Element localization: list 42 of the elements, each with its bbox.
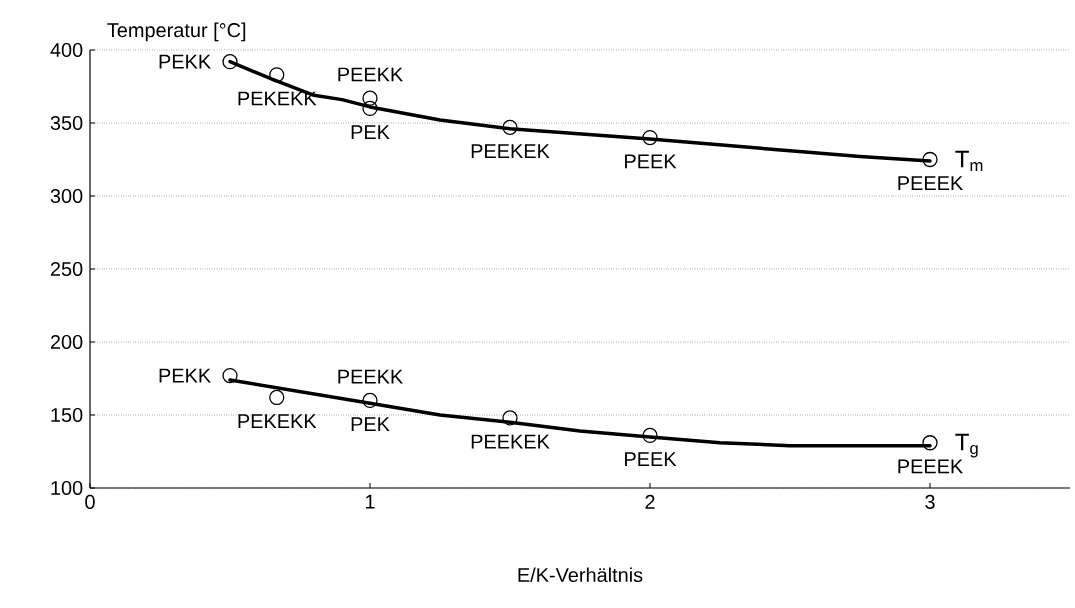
point — [642, 129, 658, 146]
annotation: PEEEK — [898, 459, 964, 474]
y-tick-label: 350 — [50, 115, 83, 131]
y-tick-label: 150 — [51, 407, 83, 423]
annotation: PEEKK — [338, 369, 403, 384]
annotation: PEKK — [159, 368, 211, 383]
x-tick-label: 3 — [925, 494, 935, 509]
annotation: PEEKEK — [471, 144, 550, 158]
x-axis-title: E/K-Verhältnis — [518, 567, 643, 583]
y-tick-label: 250 — [50, 261, 83, 277]
point — [362, 90, 378, 106]
series-label: T$_{m}$ — [955, 150, 983, 172]
point — [922, 435, 938, 451]
y-tick-label: 200 — [50, 334, 83, 350]
series-label: T$_{g}$ — [955, 433, 978, 458]
annotation: PEKEKK — [238, 91, 317, 106]
point — [502, 119, 518, 136]
x-tick-label: 0 — [85, 494, 95, 509]
y-tick-label: 400 — [50, 42, 83, 58]
point — [362, 100, 378, 117]
annotation: PEKEKK — [238, 414, 317, 429]
y-tick-label: 100 — [51, 480, 83, 496]
y-tick-label: 300 — [50, 188, 83, 204]
point — [362, 392, 378, 409]
point — [269, 67, 285, 83]
x-tick-label: 2 — [645, 494, 655, 509]
annotation: PEK — [351, 417, 390, 431]
annotation: PEEK — [625, 154, 677, 169]
annotation: PEEK — [625, 452, 677, 466]
point — [642, 427, 658, 444]
point — [269, 389, 285, 406]
point — [922, 151, 938, 168]
point — [222, 367, 238, 384]
annotation: PEEKEK — [471, 434, 550, 449]
annotation: PEEEK — [898, 176, 964, 191]
x-tick-label: 1 — [365, 494, 375, 509]
y-axis-title: Temperatur [°C] — [107, 22, 246, 42]
annotation: PEEKK — [338, 67, 403, 82]
point — [222, 54, 238, 70]
annotation: PEK — [351, 125, 390, 139]
point — [502, 410, 518, 426]
annotation: PEKK — [159, 54, 211, 69]
